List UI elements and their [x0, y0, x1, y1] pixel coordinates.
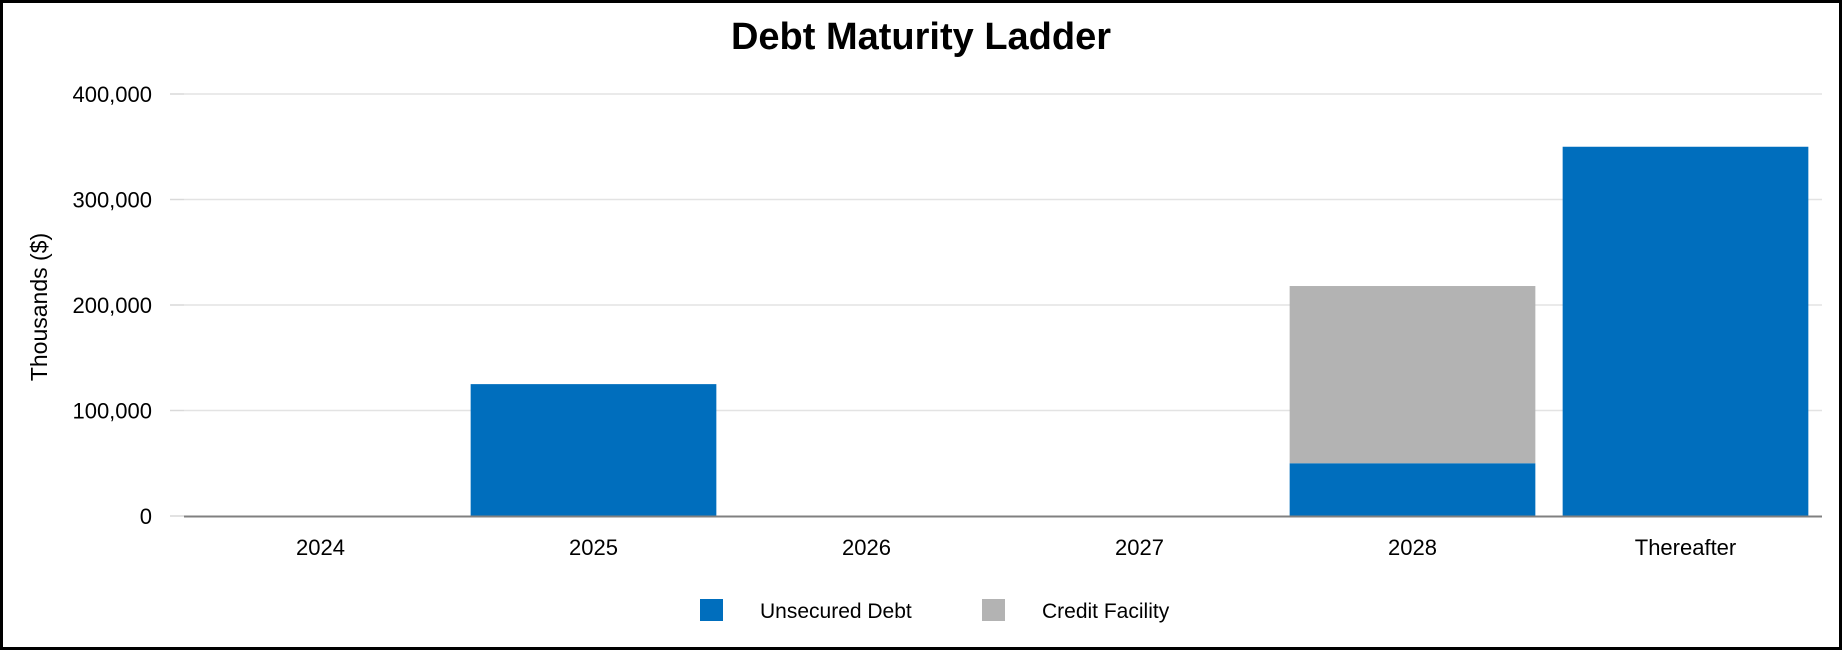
bar-credit-facility-2028 — [1289, 286, 1536, 464]
gridlines — [184, 93, 1822, 412]
y-tick-label: 400,000 — [72, 82, 152, 107]
bar-unsecured-debt-2025 — [470, 384, 717, 516]
x-axis-ticks: 2024 2025 2026 2027 2028 Thereafter — [296, 535, 1736, 560]
y-axis-ticks: 0 100,000 200,000 300,000 400,000 — [72, 82, 184, 529]
legend-label-unsecured-debt: Unsecured Debt — [760, 600, 912, 623]
bars — [470, 146, 1809, 516]
x-tick-label: 2028 — [1388, 535, 1437, 560]
y-axis-label: Thousands ($) — [26, 233, 52, 381]
legend-swatch-unsecured-debt — [700, 599, 723, 621]
bar-unsecured-debt-thereafter — [1562, 146, 1809, 516]
x-tick-label: 2026 — [842, 535, 891, 560]
x-tick-label: 2027 — [1115, 535, 1164, 560]
legend-swatch-credit-facility — [982, 599, 1005, 621]
chart-title: Debt Maturity Ladder — [731, 16, 1111, 58]
legend-label-credit-facility: Credit Facility — [1042, 600, 1170, 623]
y-tick-label: 100,000 — [72, 399, 152, 424]
x-tick-label: 2024 — [296, 535, 345, 560]
bar-unsecured-debt-2028 — [1289, 463, 1536, 516]
y-tick-label: 200,000 — [72, 293, 152, 318]
x-tick-label: 2025 — [569, 535, 618, 560]
y-tick-label: 300,000 — [72, 188, 152, 213]
x-tick-label: Thereafter — [1635, 535, 1737, 560]
y-tick-label: 0 — [140, 504, 152, 529]
legend: Unsecured Debt Credit Facility — [700, 599, 1170, 623]
